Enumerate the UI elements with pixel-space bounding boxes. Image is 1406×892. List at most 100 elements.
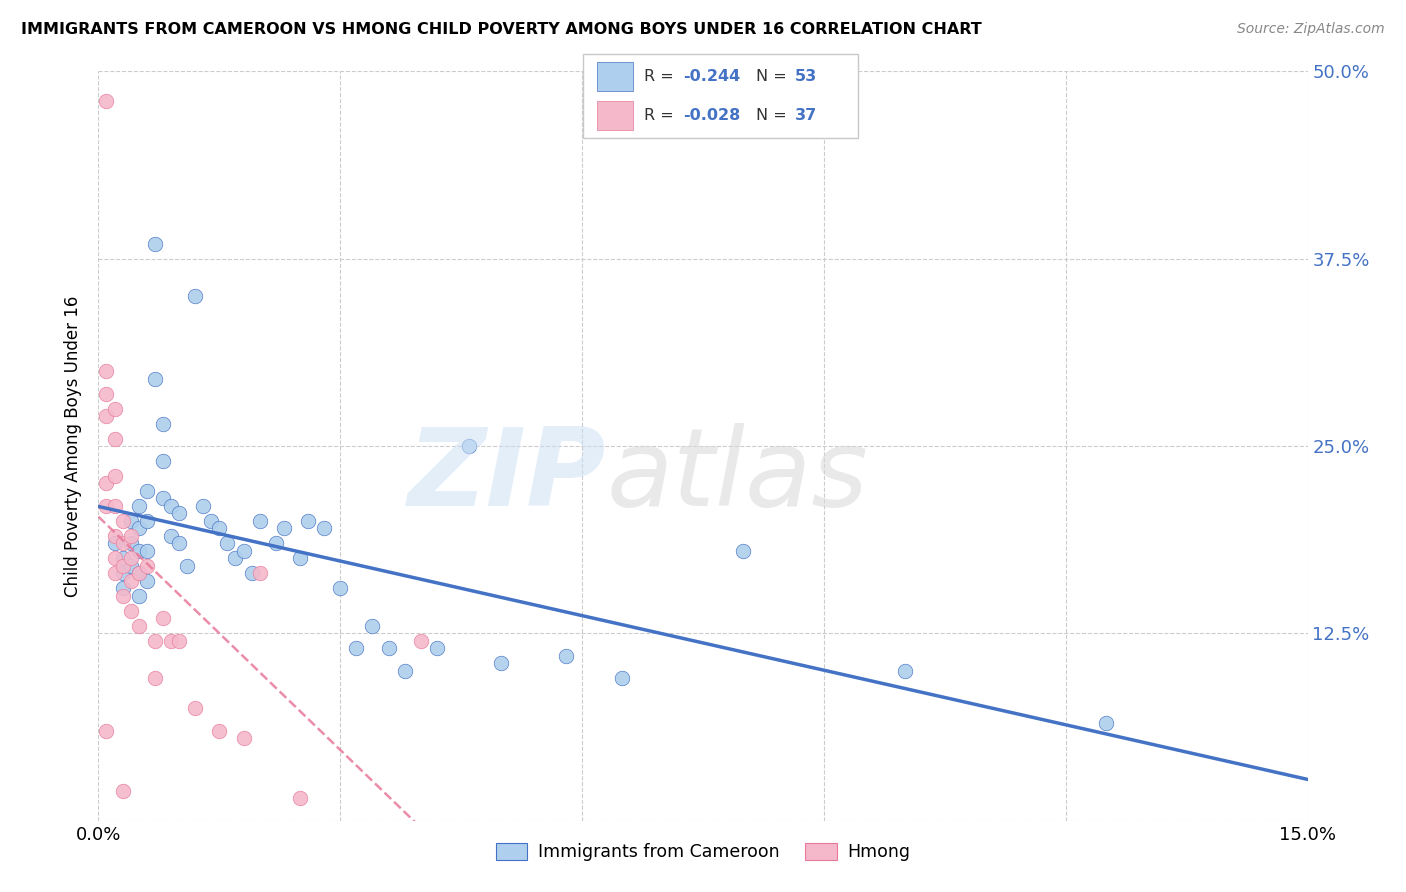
Point (555, 648, 578, 663)
Text: Source: ZipAtlas.com: Source: ZipAtlas.com (1237, 22, 1385, 37)
Point (111, 783, 134, 797)
Point (208, 723, 231, 738)
Point (135, 514, 157, 528)
Point (344, 641, 367, 656)
Y-axis label: Child Poverty Among Boys Under 16: Child Poverty Among Boys Under 16 (65, 295, 83, 597)
Point (176, 558, 198, 573)
Point (111, 582, 134, 596)
Point (160, 499, 183, 513)
Point (167, 633, 190, 648)
Point (111, 514, 134, 528)
Point (128, 521, 150, 535)
Point (208, 521, 231, 535)
Text: N =: N = (756, 69, 792, 84)
Point (143, 371, 166, 385)
Point (314, 521, 336, 535)
Point (135, 544, 157, 558)
Point (128, 589, 150, 603)
Point (135, 558, 157, 573)
Point (128, 544, 150, 558)
Point (96, 499, 118, 513)
FancyBboxPatch shape (598, 62, 633, 91)
Point (143, 671, 166, 685)
Text: R =: R = (644, 69, 679, 84)
Point (120, 558, 142, 573)
Point (184, 701, 207, 715)
Point (111, 536, 134, 550)
Point (111, 551, 134, 566)
Point (232, 544, 254, 558)
Text: N =: N = (756, 108, 792, 123)
Text: ZIP: ZIP (408, 423, 606, 529)
Point (733, 544, 755, 558)
Point (240, 566, 263, 581)
Point (160, 633, 183, 648)
Point (200, 514, 222, 528)
Point (103, 499, 125, 513)
Point (152, 491, 174, 506)
Point (458, 439, 481, 453)
Point (128, 619, 150, 633)
Point (273, 521, 295, 535)
Point (167, 536, 190, 550)
FancyBboxPatch shape (598, 101, 633, 130)
Point (111, 589, 134, 603)
Point (111, 558, 134, 573)
Point (377, 641, 399, 656)
Point (103, 401, 125, 416)
Point (96, 364, 118, 378)
Point (96, 95, 118, 109)
Point (152, 417, 174, 431)
Point (103, 432, 125, 446)
Point (491, 657, 513, 671)
Text: -0.244: -0.244 (683, 69, 741, 84)
Point (128, 566, 150, 581)
Text: R =: R = (644, 108, 679, 123)
Point (409, 633, 432, 648)
Point (1095, 716, 1118, 731)
Point (135, 574, 157, 588)
Point (288, 551, 311, 566)
Point (120, 604, 142, 618)
Point (152, 611, 174, 625)
Point (128, 566, 150, 581)
FancyBboxPatch shape (583, 54, 858, 138)
Text: 53: 53 (794, 69, 817, 84)
Point (264, 536, 287, 550)
Point (167, 507, 190, 521)
Point (120, 514, 142, 528)
Point (232, 731, 254, 746)
Point (128, 499, 150, 513)
Point (96, 723, 118, 738)
Point (135, 483, 157, 498)
Point (329, 582, 352, 596)
Text: 37: 37 (794, 108, 817, 123)
Text: atlas: atlas (606, 424, 868, 528)
Point (103, 566, 125, 581)
Legend: Immigrants from Cameroon, Hmong: Immigrants from Cameroon, Hmong (489, 836, 917, 868)
Text: -0.028: -0.028 (683, 108, 741, 123)
Point (143, 633, 166, 648)
Point (426, 641, 449, 656)
Point (120, 529, 142, 543)
Point (249, 566, 271, 581)
Point (394, 664, 416, 678)
Point (297, 514, 319, 528)
Point (120, 574, 142, 588)
Point (612, 671, 634, 685)
Point (96, 386, 118, 401)
Point (103, 536, 125, 550)
Point (160, 529, 183, 543)
Point (103, 551, 125, 566)
Point (152, 454, 174, 468)
Point (184, 289, 207, 303)
Point (103, 469, 125, 483)
Point (224, 551, 246, 566)
Point (193, 499, 215, 513)
Text: IMMIGRANTS FROM CAMEROON VS HMONG CHILD POVERTY AMONG BOYS UNDER 16 CORRELATION : IMMIGRANTS FROM CAMEROON VS HMONG CHILD … (21, 22, 981, 37)
Point (143, 236, 166, 251)
Point (96, 476, 118, 491)
Point (217, 536, 239, 550)
Point (120, 551, 142, 566)
Point (893, 664, 915, 678)
